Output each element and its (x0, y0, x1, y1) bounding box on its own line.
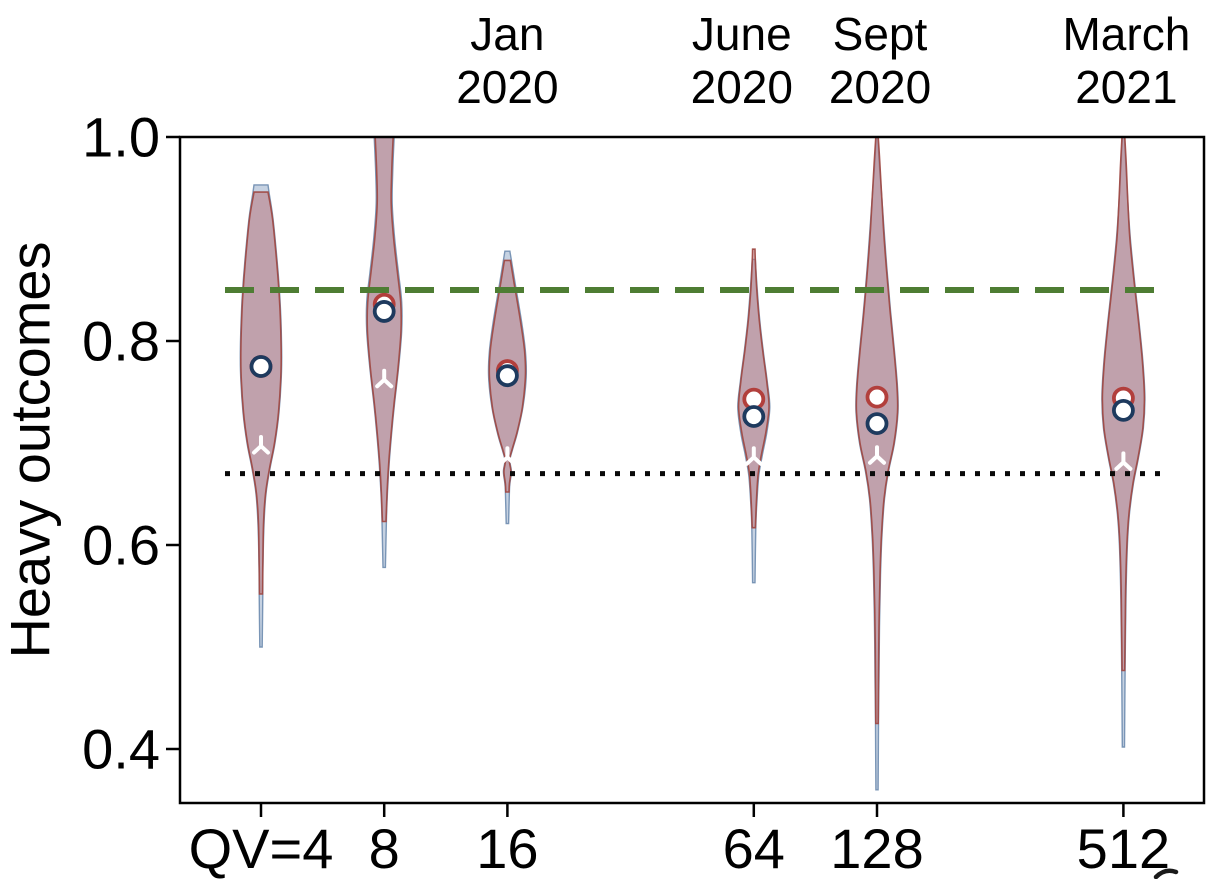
markers-qv-4 (249, 355, 273, 455)
markers-qv-8 (372, 292, 396, 389)
circle-marker-red-qv-128 (865, 385, 889, 409)
violin-qv-512 (1101, 136, 1146, 748)
tri-up-marker-qv-64 (744, 446, 763, 466)
circle-marker-navy-qv-64 (742, 405, 766, 428)
x-tick-label-qv4: QV=4 (188, 817, 334, 879)
violin-red-qv-8 (366, 136, 403, 523)
tri-up-marker-qv-8 (375, 368, 394, 389)
y-tick-label: 0.4 (82, 717, 160, 781)
x-tick-label-qv8: 8 (368, 817, 400, 879)
y-tick-label: 1.0 (82, 105, 160, 169)
x-tick-label-qv16: 16 (476, 817, 539, 879)
violin-qv-4 (239, 184, 283, 648)
tri-up-marker-qv-4 (252, 435, 270, 455)
date-label-june-2020: June 2020 (690, 8, 793, 113)
y-tick-label: 0.6 (82, 513, 160, 577)
violin-qv-128 (855, 136, 899, 791)
circle-marker-navy-qv-128 (865, 412, 889, 436)
tri-up-marker-qv-128 (868, 445, 886, 465)
cropped-text-artifact (1153, 868, 1179, 879)
markers-qv-16 (495, 359, 519, 466)
tri-up-marker-qv-512 (1114, 451, 1133, 471)
date-label-march-2021: March 2021 (1062, 8, 1191, 113)
violin-qv-8 (365, 136, 403, 569)
circle-marker-navy-qv-16 (495, 364, 519, 388)
y-tick-label: 0.8 (82, 309, 160, 373)
markers-qv-128 (865, 385, 889, 465)
circle-marker-navy-qv-8 (372, 300, 396, 323)
x-tick-label-qv512: 512 (1076, 817, 1171, 879)
x-tick-label-qv128: 128 (830, 817, 924, 879)
date-label-sept-2020: Sept 2020 (828, 8, 932, 113)
violins-layer (239, 136, 1146, 791)
tri-up-marker-qv-16 (498, 446, 517, 466)
violin-red-qv-4 (239, 191, 283, 595)
y-axis-title: Heavy outcomes (0, 241, 62, 659)
markers-qv-512 (1112, 386, 1135, 471)
circle-marker-navy-qv-4 (249, 355, 273, 378)
plot-frame (178, 135, 1206, 805)
x-tick-label-qv64: 64 (722, 817, 785, 879)
markers-qv-64 (742, 387, 766, 466)
date-label-jan-2020: Jan 2020 (456, 8, 559, 113)
circle-marker-navy-qv-512 (1112, 398, 1135, 422)
